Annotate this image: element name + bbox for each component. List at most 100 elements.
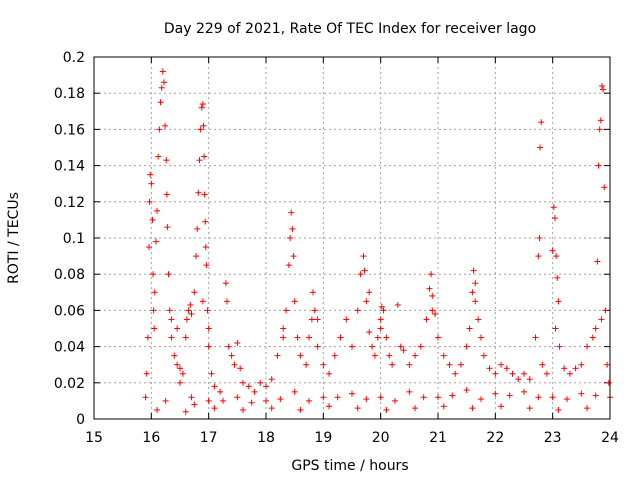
data-point [234, 394, 241, 401]
data-point [188, 311, 195, 318]
data-point [158, 84, 165, 91]
data-point [357, 271, 364, 278]
data-point [198, 104, 205, 111]
data-point [162, 397, 169, 404]
data-point [597, 117, 604, 124]
data-point [475, 316, 482, 323]
data-point [371, 352, 378, 359]
data-point [492, 370, 499, 377]
data-point [592, 325, 599, 332]
data-point [349, 390, 355, 397]
data-point [554, 274, 561, 281]
data-point [377, 325, 384, 332]
data-point [428, 271, 435, 278]
data-point [188, 394, 195, 401]
data-point [211, 405, 218, 412]
y-tick-label: 0.08 [54, 267, 85, 283]
data-point [149, 216, 156, 223]
data-point [193, 253, 200, 260]
data-point [326, 370, 333, 377]
data-point [498, 403, 505, 410]
data-point [470, 267, 477, 274]
data-point [168, 316, 175, 323]
data-point [177, 365, 183, 372]
data-point [291, 298, 298, 305]
data-point [538, 119, 545, 126]
data-point [150, 307, 157, 314]
data-point [268, 376, 275, 383]
y-tick-label: 0 [76, 412, 85, 428]
data-point [268, 405, 275, 412]
data-point [595, 162, 602, 169]
data-point [354, 405, 361, 412]
data-point [377, 316, 384, 323]
x-tick-label: 16 [142, 430, 160, 446]
data-point [314, 316, 321, 323]
data-point [383, 406, 390, 413]
data-point [552, 325, 559, 332]
x-tick-label: 15 [85, 430, 103, 446]
data-point [349, 343, 355, 350]
data-point [589, 334, 596, 341]
data-point [320, 361, 327, 368]
data-point [204, 307, 211, 314]
data-point [163, 157, 170, 164]
x-tick-label: 18 [257, 430, 275, 446]
data-points [142, 68, 613, 415]
data-point [337, 334, 344, 341]
data-point [280, 334, 287, 341]
data-point [225, 343, 232, 350]
data-point [163, 191, 170, 198]
data-point [553, 253, 560, 260]
data-point [177, 379, 183, 386]
y-axis-label: ROTI / TECUs [6, 192, 22, 284]
data-point [217, 388, 224, 395]
x-tick-label: 21 [429, 430, 447, 446]
data-point [263, 397, 269, 404]
data-point [457, 361, 464, 368]
data-point [157, 99, 164, 106]
data-point [287, 235, 294, 241]
data-point [146, 198, 153, 205]
data-point [203, 262, 210, 269]
y-tick-label: 0.18 [54, 86, 85, 102]
data-point [556, 343, 563, 350]
y-tick-label: 0.1 [63, 231, 85, 247]
data-point [420, 394, 427, 401]
data-point [306, 334, 312, 341]
data-point [174, 325, 181, 332]
data-point [297, 406, 304, 413]
data-point [566, 370, 573, 377]
data-point [320, 394, 327, 401]
data-point [363, 396, 370, 403]
data-point [605, 379, 612, 386]
data-point [486, 365, 493, 372]
data-point [150, 271, 157, 278]
data-point [191, 289, 198, 296]
data-point [537, 144, 544, 151]
data-point [380, 307, 387, 314]
x-axis-label: GPS time / hours [291, 458, 408, 474]
data-point [469, 405, 476, 412]
data-point [303, 361, 310, 368]
x-tick-label: 20 [372, 430, 390, 446]
data-point [263, 383, 269, 390]
data-point [166, 307, 173, 314]
data-point [549, 247, 556, 254]
data-point [466, 325, 473, 332]
data-point [394, 301, 401, 308]
data-point [452, 370, 459, 377]
data-point [220, 397, 226, 404]
data-point [360, 253, 367, 260]
data-point [536, 235, 543, 241]
data-point [432, 311, 439, 318]
data-point [601, 184, 608, 191]
data-point [143, 370, 150, 377]
data-point [187, 301, 194, 308]
data-point [154, 406, 161, 413]
data-point [197, 126, 204, 133]
data-point [600, 86, 607, 93]
data-point [331, 352, 338, 359]
data-point [535, 253, 542, 260]
data-point [469, 289, 476, 296]
